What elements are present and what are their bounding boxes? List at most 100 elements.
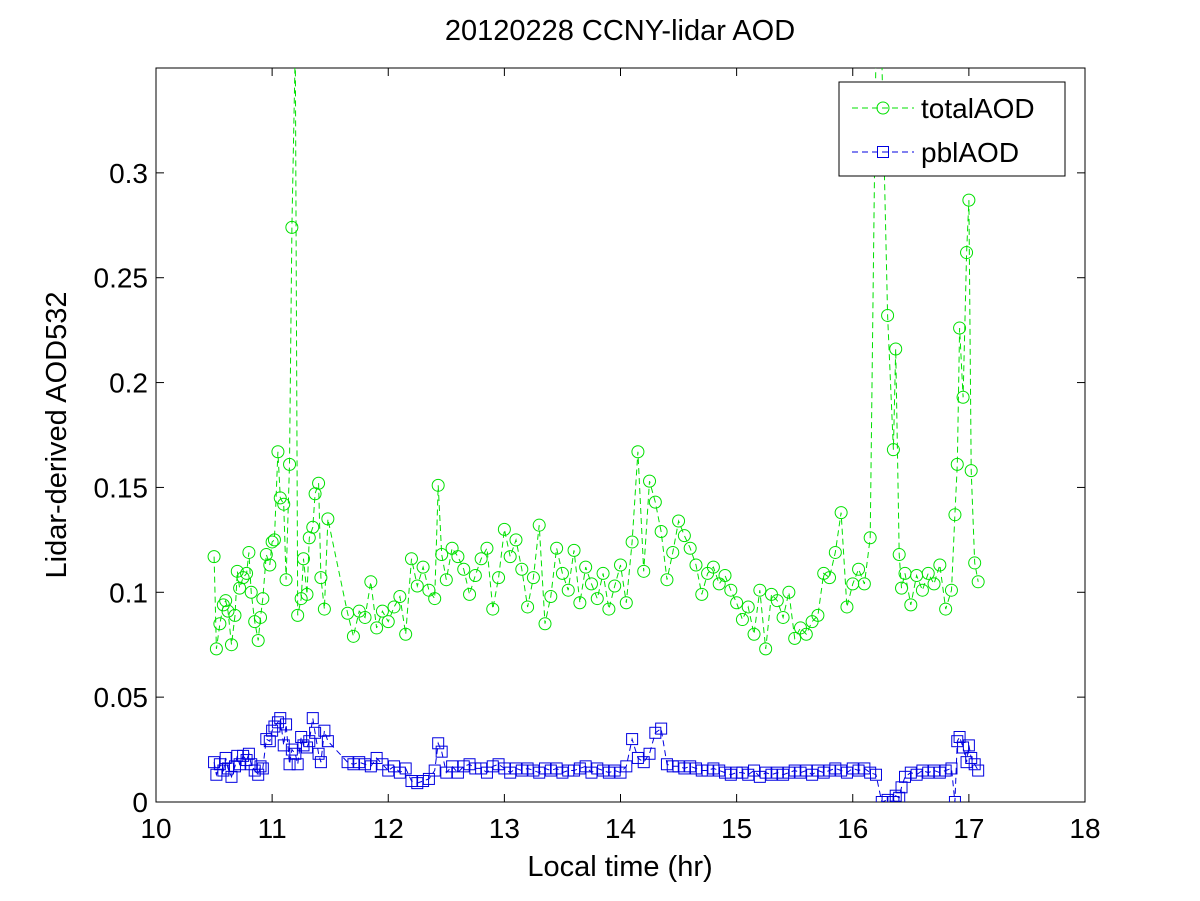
plot-area: 10 11 12 13 14 15 16 17 18 0 0.05 0.1 0.15 0.2 0.25 0.3 <box>94 67 1101 844</box>
data-point-totalAOD <box>300 587 314 601</box>
data-point-pblAOD <box>309 726 322 739</box>
data-point-totalAOD <box>509 533 523 547</box>
data-point-totalAOD <box>321 512 335 526</box>
data-point-pblAOD <box>432 737 445 750</box>
data-point-totalAOD <box>381 615 395 629</box>
data-point-totalAOD <box>619 596 633 610</box>
data-point-totalAOD <box>643 474 657 488</box>
data-point-totalAOD <box>962 193 976 207</box>
data-point-totalAOD <box>256 592 270 606</box>
data-point-totalAOD <box>948 508 962 522</box>
data-point-totalAOD <box>579 560 593 574</box>
data-point-totalAOD <box>521 600 535 614</box>
legend-marker-totalAOD <box>876 101 890 115</box>
data-point-totalAOD <box>724 583 738 597</box>
data-point-pblAOD <box>968 758 981 771</box>
data-point-pblAOD <box>620 760 633 773</box>
chart-title: 20120228 CCNY-lidar AOD <box>445 15 795 47</box>
y-tick-label: 0.2 <box>109 368 148 399</box>
data-point-pblAOD <box>219 751 232 764</box>
x-tick-label: 16 <box>837 813 868 844</box>
y-tick-label: 0 <box>132 787 148 818</box>
data-point-pblAOD <box>240 754 253 767</box>
data-point-totalAOD <box>584 577 598 591</box>
data-point-totalAOD <box>782 585 796 599</box>
legend-box <box>838 81 1066 177</box>
data-point-pblAOD <box>321 735 334 748</box>
data-point-pblAOD <box>893 791 906 802</box>
legend-marker-pblAOD <box>877 146 889 158</box>
data-point-pblAOD <box>210 768 223 781</box>
data-point-totalAOD <box>811 608 825 622</box>
y-tick-label: 0.25 <box>94 263 149 294</box>
data-point-totalAOD <box>964 464 978 478</box>
data-point-pblAOD <box>895 781 908 794</box>
data-point-totalAOD <box>971 575 985 589</box>
data-point-pblAOD <box>972 764 985 777</box>
data-point-totalAOD <box>532 518 546 532</box>
data-point-pblAOD <box>881 793 894 802</box>
data-point-totalAOD <box>889 342 903 356</box>
data-point-totalAOD <box>776 610 790 624</box>
data-point-totalAOD <box>254 610 268 624</box>
data-point-totalAOD <box>550 541 564 555</box>
data-point-pblAOD <box>948 796 961 802</box>
data-point-totalAOD <box>431 478 445 492</box>
data-point-totalAOD <box>279 573 293 587</box>
axis-ticks: 10 11 12 13 14 15 16 17 18 0 0.05 0.1 0.15 0.2 0.25 0.3 <box>94 68 1101 844</box>
data-point-totalAOD <box>770 594 784 608</box>
data-point-totalAOD <box>492 571 506 585</box>
data-point-pblAOD <box>252 768 265 781</box>
data-point-pblAOD <box>300 741 313 754</box>
data-point-totalAOD <box>759 642 773 656</box>
data-point-totalAOD <box>244 585 258 599</box>
data-point-totalAOD <box>828 545 842 559</box>
data-point-totalAOD <box>404 552 418 566</box>
data-point-totalAOD <box>614 558 627 572</box>
data-point-totalAOD <box>927 577 941 591</box>
data-point-totalAOD <box>706 560 720 574</box>
x-axis-label: Local time (hr) <box>527 851 712 883</box>
data-point-totalAOD <box>219 594 233 608</box>
data-point-totalAOD <box>960 246 974 260</box>
data-point-totalAOD <box>221 604 235 618</box>
data-point-pblAOD <box>277 739 290 752</box>
data-point-totalAOD <box>213 617 227 631</box>
data-point-totalAOD <box>228 608 242 622</box>
data-point-pblAOD <box>225 770 238 783</box>
data-point-totalAOD <box>486 602 500 616</box>
data-point-totalAOD <box>474 552 488 566</box>
x-tick-label: 12 <box>373 813 404 844</box>
data-point-totalAOD <box>399 627 413 641</box>
data-point-totalAOD <box>840 600 854 614</box>
data-point-totalAOD <box>741 600 755 614</box>
data-point-pblAOD <box>289 747 302 760</box>
legend-label-totalAOD: totalAOD <box>921 93 1035 124</box>
legend-label-pblAOD: pblAOD <box>921 137 1019 168</box>
data-point-totalAOD <box>915 583 929 597</box>
data-point-totalAOD <box>291 608 305 622</box>
data-point-totalAOD <box>312 476 326 490</box>
data-point-pblAOD <box>399 762 412 775</box>
data-point-totalAOD <box>346 629 360 643</box>
data-point-pblAOD <box>945 762 958 775</box>
data-point-pblAOD <box>256 762 269 775</box>
data-point-totalAOD <box>892 548 906 562</box>
data-point-totalAOD <box>660 573 674 587</box>
legend: totalAOD pblAOD <box>838 81 1066 177</box>
data-point-totalAOD <box>209 642 223 656</box>
series-group <box>207 68 985 802</box>
data-point-totalAOD <box>799 627 813 641</box>
data-point-totalAOD <box>672 514 686 528</box>
data-point-totalAOD <box>788 631 802 645</box>
data-point-totalAOD <box>596 566 610 580</box>
data-point-totalAOD <box>283 457 297 471</box>
data-point-totalAOD <box>515 562 529 576</box>
data-point-totalAOD <box>207 550 221 564</box>
data-point-pblAOD <box>869 768 882 781</box>
data-point-totalAOD <box>625 535 639 549</box>
data-point-pblAOD <box>953 730 966 743</box>
data-point-totalAOD <box>416 560 430 574</box>
data-point-totalAOD <box>358 610 372 624</box>
data-point-totalAOD <box>904 598 918 612</box>
